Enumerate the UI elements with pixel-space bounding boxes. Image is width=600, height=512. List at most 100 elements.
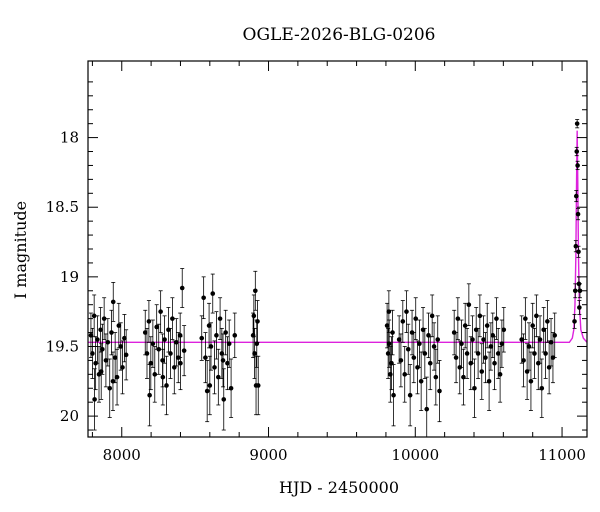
data-point (481, 315, 486, 364)
data-marker (521, 358, 526, 363)
data-marker (114, 374, 120, 380)
data-marker (225, 360, 230, 366)
x-tick-label: 8000 (103, 446, 141, 464)
data-point (543, 327, 548, 379)
data-point (407, 364, 413, 427)
data-marker (226, 341, 232, 346)
data-marker (572, 288, 578, 294)
data-marker (475, 351, 481, 356)
plot-area (88, 119, 587, 437)
data-marker (116, 323, 122, 328)
data-marker (396, 337, 402, 342)
data-point (160, 348, 166, 406)
data-marker (464, 351, 470, 356)
data-point (252, 327, 257, 379)
data-point (232, 312, 238, 359)
data-point (459, 319, 464, 368)
data-point (146, 300, 152, 343)
x-tick-label: 9000 (249, 446, 287, 464)
x-tick-label: 10000 (391, 446, 439, 464)
data-point (528, 351, 534, 411)
data-marker (552, 333, 558, 338)
data-marker (217, 316, 223, 321)
data-point (572, 314, 577, 329)
data-marker (212, 365, 217, 370)
data-point (391, 364, 396, 427)
y-tick-label: 19 (60, 268, 79, 286)
data-point (479, 343, 485, 400)
data-marker (576, 249, 581, 255)
data-point (398, 333, 404, 388)
data-point (462, 302, 468, 349)
data-point (537, 315, 543, 364)
data-marker (530, 323, 535, 328)
data-point (123, 329, 129, 381)
x-axis-label: HJD - 2450000 (279, 478, 399, 497)
data-marker (462, 323, 468, 328)
data-point (228, 358, 234, 418)
data-point (255, 300, 260, 343)
data-marker (107, 385, 113, 391)
data-point (464, 327, 470, 379)
data-point (539, 358, 545, 418)
data-point (501, 307, 507, 353)
data-marker (523, 316, 528, 321)
data-marker (390, 330, 395, 335)
data-marker (199, 335, 205, 341)
data-marker (98, 327, 103, 333)
data-marker (526, 344, 532, 349)
data-marker (203, 355, 208, 360)
data-marker (577, 288, 583, 294)
data-point (470, 315, 475, 364)
data-point (546, 340, 552, 395)
data-point (519, 315, 524, 364)
data-point (431, 322, 437, 371)
data-point (575, 208, 581, 221)
data-marker (494, 316, 499, 321)
plot-frame (87, 60, 588, 438)
data-point (226, 319, 232, 368)
data-point (461, 348, 466, 406)
data-marker (385, 351, 391, 356)
y-axis-label: I magnitude (11, 201, 30, 299)
data-point (455, 297, 461, 340)
data-point (201, 276, 206, 320)
data-point (435, 315, 441, 364)
data-marker (574, 121, 580, 126)
data-marker (483, 355, 488, 360)
data-marker (154, 324, 159, 330)
data-point (221, 368, 227, 431)
data-marker (539, 385, 545, 391)
data-marker (418, 378, 424, 384)
data-marker (160, 374, 166, 380)
data-marker (178, 360, 183, 366)
data-point (253, 270, 258, 311)
data-marker (214, 333, 219, 338)
data-marker (433, 374, 439, 380)
data-marker (255, 319, 260, 324)
axis-ticks: 8000 9000 10000 11000 18 18.5 19 19.5 20 (46, 61, 587, 464)
data-marker (402, 372, 408, 377)
data-point (576, 245, 581, 258)
data-point (385, 327, 391, 379)
data-marker (407, 392, 413, 398)
data-point (92, 368, 97, 431)
data-marker (429, 313, 435, 319)
data-point (168, 327, 173, 379)
data-point (158, 290, 163, 333)
data-point (402, 346, 408, 403)
data-marker (459, 341, 464, 346)
data-point (577, 283, 583, 299)
data-marker (120, 365, 125, 370)
data-marker (90, 351, 95, 356)
data-point (144, 327, 150, 379)
data-marker (252, 351, 257, 356)
data-point (110, 351, 116, 411)
data-point (418, 351, 424, 411)
data-marker (573, 243, 579, 249)
data-point (429, 294, 435, 338)
data-marker (91, 313, 97, 319)
data-marker (435, 337, 441, 342)
data-point (214, 311, 219, 360)
